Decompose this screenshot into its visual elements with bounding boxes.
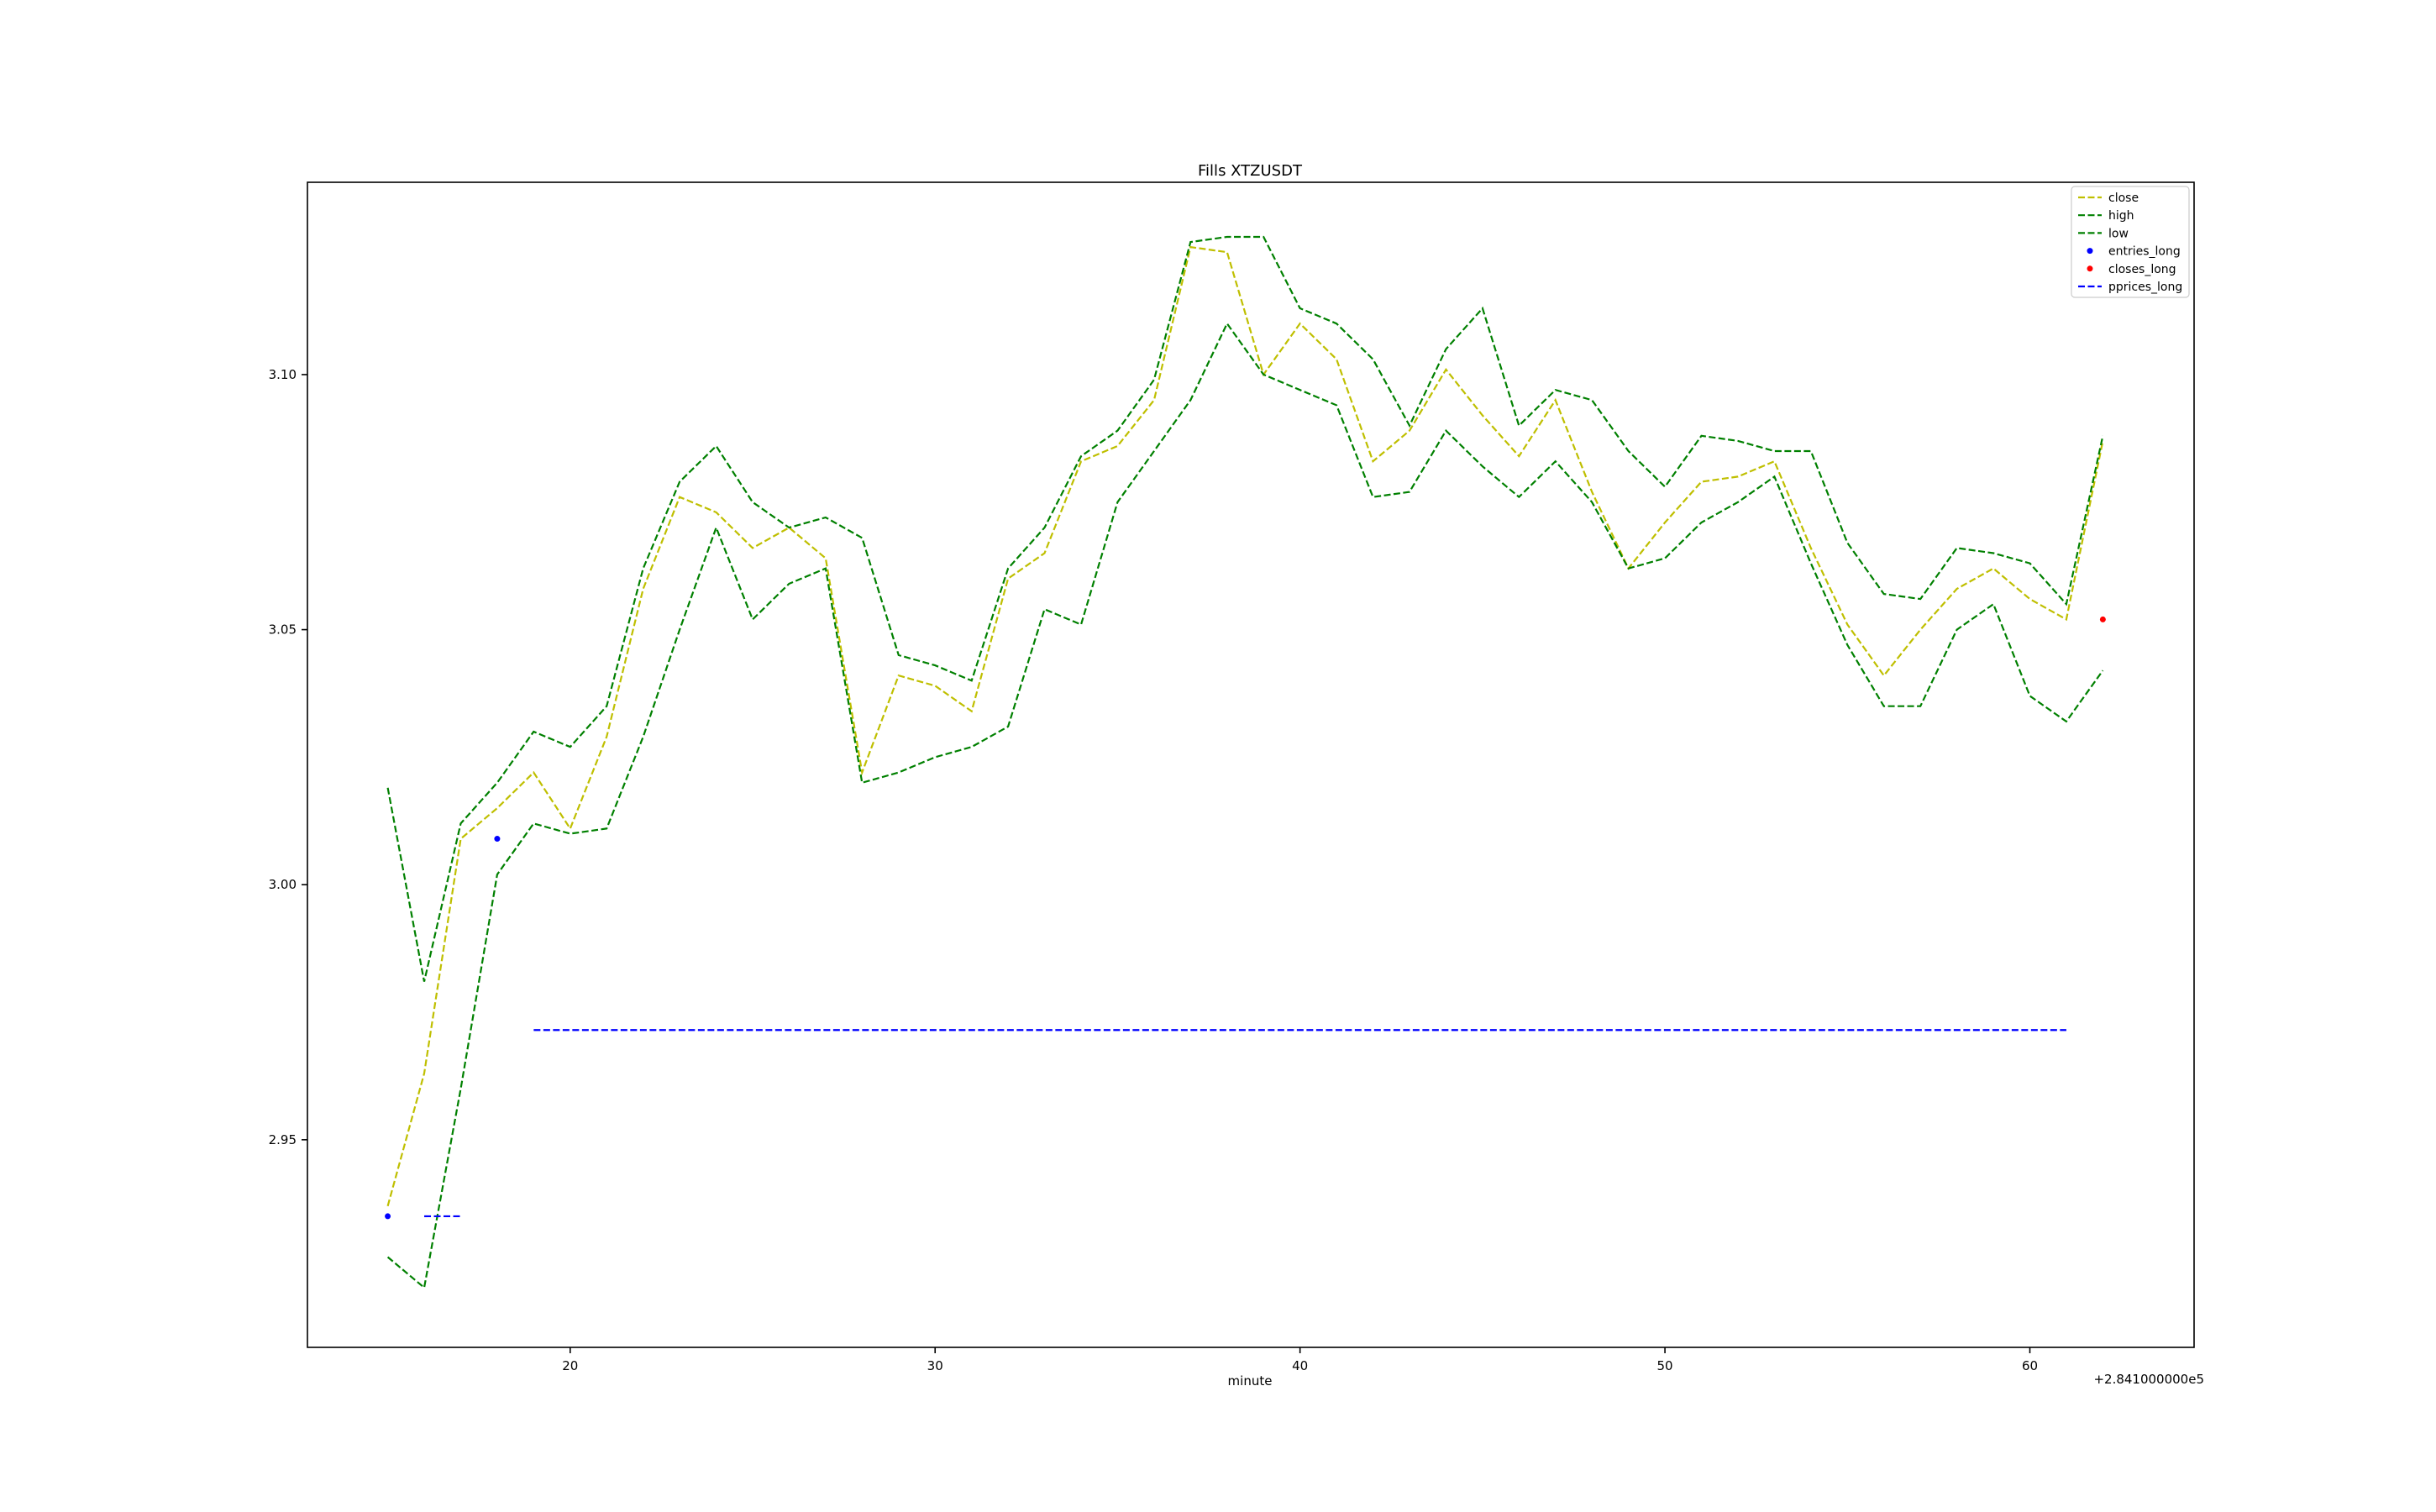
series-closes-long-point bbox=[2099, 616, 2106, 622]
axes: 20 30 40 50 60 2.95 3.00 3.05 3.10 bbox=[269, 367, 2038, 1373]
legend-label-high: high bbox=[2108, 209, 2134, 223]
legend-label-low: low bbox=[2108, 227, 2129, 240]
legend-label-close: close bbox=[2108, 192, 2139, 205]
series-entries-long-point bbox=[385, 1213, 391, 1220]
x-axis-offset-label: +2.841000000e5 bbox=[2093, 1372, 2204, 1387]
y-tick-label: 3.10 bbox=[269, 367, 297, 382]
y-tick-label: 3.05 bbox=[269, 622, 297, 638]
axes-frame bbox=[307, 181, 2195, 1348]
series-low-line bbox=[386, 322, 2104, 1289]
y-tick-label: 3.00 bbox=[269, 877, 297, 892]
legend-label-closes-long: closes_long bbox=[2108, 263, 2176, 276]
legend-label-entries-long: entries_long bbox=[2108, 245, 2181, 259]
legend-swatch-entries-long bbox=[2087, 248, 2093, 255]
series-close-line bbox=[386, 245, 2104, 1207]
x-tick-label: 60 bbox=[2022, 1358, 2038, 1373]
x-tick-label: 30 bbox=[927, 1358, 943, 1373]
y-tick-label: 2.95 bbox=[269, 1132, 297, 1147]
x-tick-label: 50 bbox=[1657, 1358, 1673, 1373]
legend-swatch-closes-long bbox=[2087, 265, 2093, 272]
series-high-line bbox=[386, 235, 2104, 982]
legend-label-pprices-long: pprices_long bbox=[2108, 281, 2182, 294]
x-tick-label: 40 bbox=[1292, 1358, 1308, 1373]
chart-title: Fills XTZUSDT bbox=[1198, 162, 1303, 180]
legend: close high low entries_long closes_longppric… bbox=[2071, 186, 2190, 298]
legend-box bbox=[2071, 186, 2190, 298]
plot-area bbox=[385, 235, 2106, 1289]
x-tick-label: 20 bbox=[562, 1358, 578, 1373]
series-entries-long-point bbox=[494, 836, 501, 843]
x-axis-label: minute bbox=[1228, 1373, 1273, 1389]
